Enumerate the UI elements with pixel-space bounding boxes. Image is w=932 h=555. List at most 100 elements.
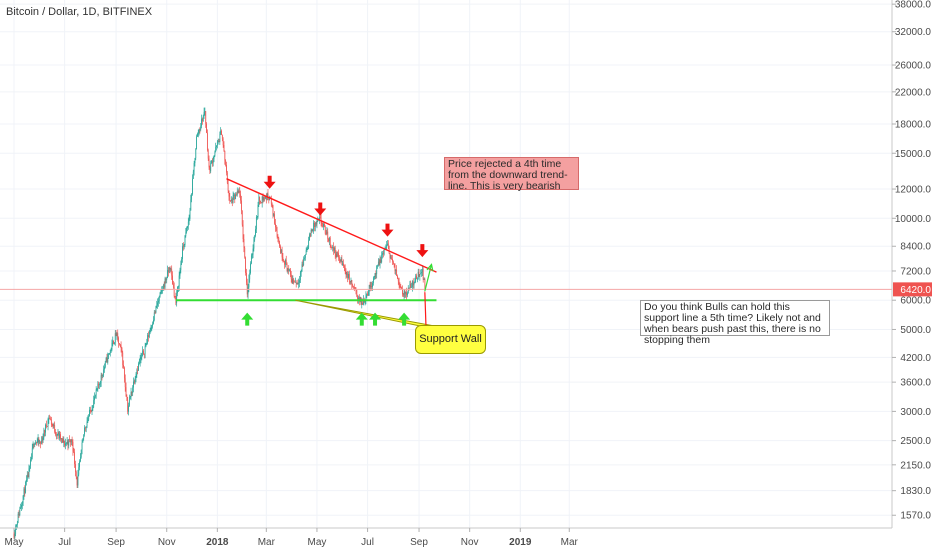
candle-body (418, 271, 420, 277)
candle-body (242, 224, 244, 239)
candle-body (202, 118, 203, 122)
candle-body (375, 273, 377, 275)
rejection-arrow-icon (381, 223, 394, 237)
candle-body (197, 133, 199, 135)
candle-body (79, 461, 80, 468)
candle-body (222, 138, 224, 146)
support-test-arrow-icon (369, 312, 382, 326)
candle-body (349, 281, 351, 283)
candle-body (65, 443, 66, 446)
support-test-arrow-icon (355, 312, 368, 326)
candle-body (84, 427, 85, 435)
candle-body (319, 217, 321, 219)
x-tick-label: 2019 (509, 537, 532, 548)
candle-body (218, 141, 220, 143)
candle-body (329, 237, 330, 242)
candle-body (325, 233, 327, 235)
candle-body (345, 270, 347, 275)
y-tick-label: 2150.0 (900, 460, 931, 471)
candle-body (157, 302, 158, 306)
candle-body (220, 130, 222, 135)
candle-body (224, 150, 226, 161)
candle-body (393, 263, 395, 265)
candle-body (255, 217, 257, 230)
candle-body (253, 239, 255, 249)
candle-body (417, 271, 419, 279)
candle-body (289, 269, 290, 271)
x-tick-label: Nov (158, 537, 176, 548)
candle-body (47, 419, 49, 427)
candle-body (189, 210, 191, 219)
candle-body (331, 246, 333, 248)
candle-body (31, 457, 32, 460)
candle-body (389, 253, 391, 259)
question-note[interactable]: Do you think Bulls can hold this support… (640, 300, 830, 346)
y-tick-label: 7200.0 (900, 266, 931, 277)
candle-body (45, 424, 46, 433)
candle-body (259, 196, 261, 202)
candle-body (321, 223, 323, 224)
candle-body (63, 441, 65, 443)
candle-body (20, 507, 22, 509)
candle-body (235, 194, 237, 200)
candle-body (311, 230, 313, 232)
x-tick-label: Jul (361, 537, 374, 548)
candle-body (113, 341, 114, 345)
candle-body (192, 178, 193, 195)
candle-body (186, 228, 188, 233)
candle-body (233, 195, 235, 196)
candle-body (29, 465, 31, 469)
candle-body (228, 190, 230, 197)
candle-body (226, 164, 227, 173)
y-tick-label: 1570.0 (900, 511, 931, 522)
candle-body (126, 396, 128, 401)
candle-body (423, 279, 425, 281)
candle-body (225, 160, 227, 165)
candle-body (388, 245, 390, 254)
candle-body (216, 145, 217, 147)
candle-body (58, 432, 60, 439)
candle-body (402, 288, 403, 295)
candle-body (301, 264, 303, 271)
candle-body (390, 257, 392, 259)
candle-body (302, 264, 304, 266)
candle-body (159, 292, 161, 297)
candle-body (30, 459, 31, 466)
candle-body (210, 163, 212, 172)
candle-body (86, 421, 88, 427)
candle-body (275, 223, 276, 228)
candle-body (105, 357, 107, 362)
candle-body (118, 337, 119, 344)
candle-body (252, 248, 254, 255)
candle-body (109, 353, 110, 354)
rejection-note[interactable]: Price rejected a 4th time from the downw… (444, 157, 579, 192)
candle-body (28, 468, 30, 478)
candle-body (110, 349, 112, 351)
candle-body (290, 274, 292, 279)
candle-body (328, 238, 329, 242)
candle-body (211, 160, 213, 164)
candle-body (335, 253, 337, 258)
candle-body (119, 343, 120, 345)
question-note-text: Do you think Bulls can hold this support… (644, 301, 821, 346)
candle-body (22, 495, 24, 504)
candle-body (319, 217, 320, 220)
candle-body (333, 246, 334, 251)
candle-body (158, 300, 159, 303)
candle-body (313, 222, 315, 230)
support-wall-note[interactable]: Support Wall (415, 325, 486, 354)
bull-scenario-arrow-head-icon (426, 263, 434, 272)
candle-body (51, 424, 53, 425)
candle-body (303, 258, 305, 265)
candle-body (50, 418, 51, 420)
candle-body (177, 287, 178, 294)
candle-body (147, 335, 149, 343)
candle-body (177, 286, 179, 288)
candle-body (82, 438, 84, 443)
candle-body (307, 247, 309, 249)
candle-body (108, 353, 110, 355)
candle-body (268, 197, 270, 200)
candle-body (138, 362, 140, 364)
trend-line (226, 178, 437, 273)
